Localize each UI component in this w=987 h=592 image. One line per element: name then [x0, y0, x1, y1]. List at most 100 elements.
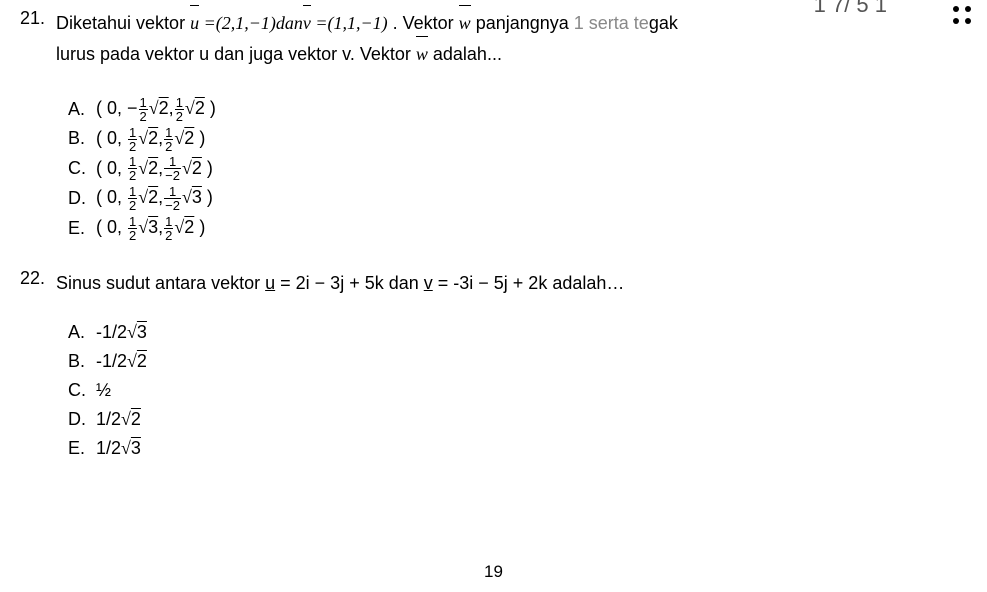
sqrt: √	[127, 351, 137, 371]
suffix: )	[202, 187, 213, 207]
text: 1/2	[96, 438, 121, 458]
text: adalah...	[428, 44, 502, 64]
option-B: B. ( 0, 12√2,12√2 )	[68, 125, 967, 153]
option-value: -1/2√2	[96, 348, 147, 375]
frac: 12	[128, 215, 137, 242]
text: panjangnya	[471, 13, 574, 33]
radicand: 2	[184, 128, 194, 148]
option-letter: E.	[68, 215, 96, 242]
num: 1	[128, 126, 137, 140]
option-letter: A.	[68, 319, 96, 346]
text: -1/2	[96, 351, 127, 371]
sqrt: √	[182, 187, 192, 207]
option-B: B. -1/2√2	[68, 348, 967, 375]
option-C: C. ½	[68, 377, 967, 404]
dot	[953, 6, 959, 12]
question-22: 22. Sinus sudut antara vektor u = 2i − 3…	[20, 268, 967, 462]
text: . Vektor	[388, 13, 459, 33]
option-E: E. ( 0, 12√3,12√2 )	[68, 214, 967, 242]
num: 1	[128, 215, 137, 229]
dot	[965, 6, 971, 12]
eq-v: =(1,1,−1)	[311, 13, 388, 33]
den: 2	[139, 110, 148, 123]
num: 1	[139, 96, 148, 110]
vector-u: u	[190, 8, 199, 39]
sqrt: √	[138, 217, 148, 237]
option-letter: B.	[68, 125, 96, 152]
suffix: )	[194, 128, 205, 148]
radicand: 2	[184, 217, 194, 237]
radicand: 2	[148, 158, 158, 178]
dan: dan	[276, 13, 303, 33]
sqrt: √	[182, 158, 192, 178]
option-value: -1/2√3	[96, 319, 147, 346]
sqrt: √	[138, 187, 148, 207]
prefix: ( 0,	[96, 217, 127, 237]
question-21: 21. Diketahui vektor u =(2,1,−1)dan v =(…	[20, 8, 967, 242]
radicand: 2	[148, 128, 158, 148]
question-number: 22.	[20, 268, 56, 289]
option-letter: B.	[68, 348, 96, 375]
suffix: )	[202, 158, 213, 178]
frac: 12	[164, 215, 173, 242]
sqrt: √	[127, 322, 137, 342]
option-D: D. 1/2√2	[68, 406, 967, 433]
vector-v: v	[303, 8, 311, 39]
num: 1	[175, 96, 184, 110]
text: -1/2	[96, 322, 127, 342]
prefix: ( 0,	[96, 158, 127, 178]
frac: 12	[128, 126, 137, 153]
option-letter: E.	[68, 435, 96, 462]
expr-v: = -3i − 5j + 2k adalah…	[433, 273, 625, 293]
text: lurus pada vektor u dan juga vektor v. V…	[56, 44, 416, 64]
more-dots-icon	[953, 6, 971, 24]
sqrt: √	[138, 128, 148, 148]
radicand: 2	[148, 187, 158, 207]
option-value: ( 0, 12√2,12√2 )	[96, 125, 205, 153]
frac: 12	[128, 185, 137, 212]
text: 1/2	[96, 409, 121, 429]
radicand: 2	[159, 98, 169, 118]
options-22: A. -1/2√3 B. -1/2√2 C. ½ D. 1/2√2 E. 1/2…	[68, 319, 967, 462]
option-A: A. -1/2√3	[68, 319, 967, 346]
frac: 12	[128, 155, 137, 182]
radicand: 2	[137, 351, 147, 371]
radicand: 2	[192, 158, 202, 178]
option-value: ( 0, 12√2,1−2√2 )	[96, 155, 213, 183]
option-value: ( 0, −12√2,12√2 )	[96, 95, 216, 123]
sqrt: √	[174, 217, 184, 237]
frac: 12	[164, 126, 173, 153]
num: 1	[164, 126, 173, 140]
vector-v-underlined: v	[424, 273, 433, 293]
radicand: 3	[131, 438, 141, 458]
sqrt: √	[138, 158, 148, 178]
frac: 12	[139, 96, 148, 123]
den: 2	[128, 199, 137, 212]
radicand: 3	[192, 187, 202, 207]
prefix: ( 0,	[96, 128, 127, 148]
radicand: 2	[131, 409, 141, 429]
option-letter: C.	[68, 377, 96, 404]
option-D: D. ( 0, 12√2,1−2√3 )	[68, 184, 967, 212]
frac: 12	[175, 96, 184, 123]
eq-u: =(2,1,−1)	[199, 13, 276, 33]
num: 1	[164, 215, 173, 229]
option-letter: D.	[68, 406, 96, 433]
content-area: 21. Diketahui vektor u =(2,1,−1)dan v =(…	[0, 0, 987, 462]
dots-row	[953, 18, 971, 24]
den: 2	[175, 110, 184, 123]
den: 2	[164, 229, 173, 242]
den: −2	[164, 169, 181, 182]
question-stem: 22. Sinus sudut antara vektor u = 2i − 3…	[20, 268, 967, 299]
option-value: 1/2√2	[96, 406, 141, 433]
option-value: ½	[96, 377, 111, 404]
option-A: A. ( 0, −12√2,12√2 )	[68, 95, 967, 123]
cut-text: 1 serta te	[574, 13, 649, 33]
sqrt: √	[121, 409, 131, 429]
text: Diketahui vektor	[56, 13, 190, 33]
radicand: 3	[137, 322, 147, 342]
dots-row	[953, 6, 971, 12]
frac: 1−2	[164, 155, 181, 182]
den: 2	[128, 229, 137, 242]
num: 1	[164, 155, 181, 169]
